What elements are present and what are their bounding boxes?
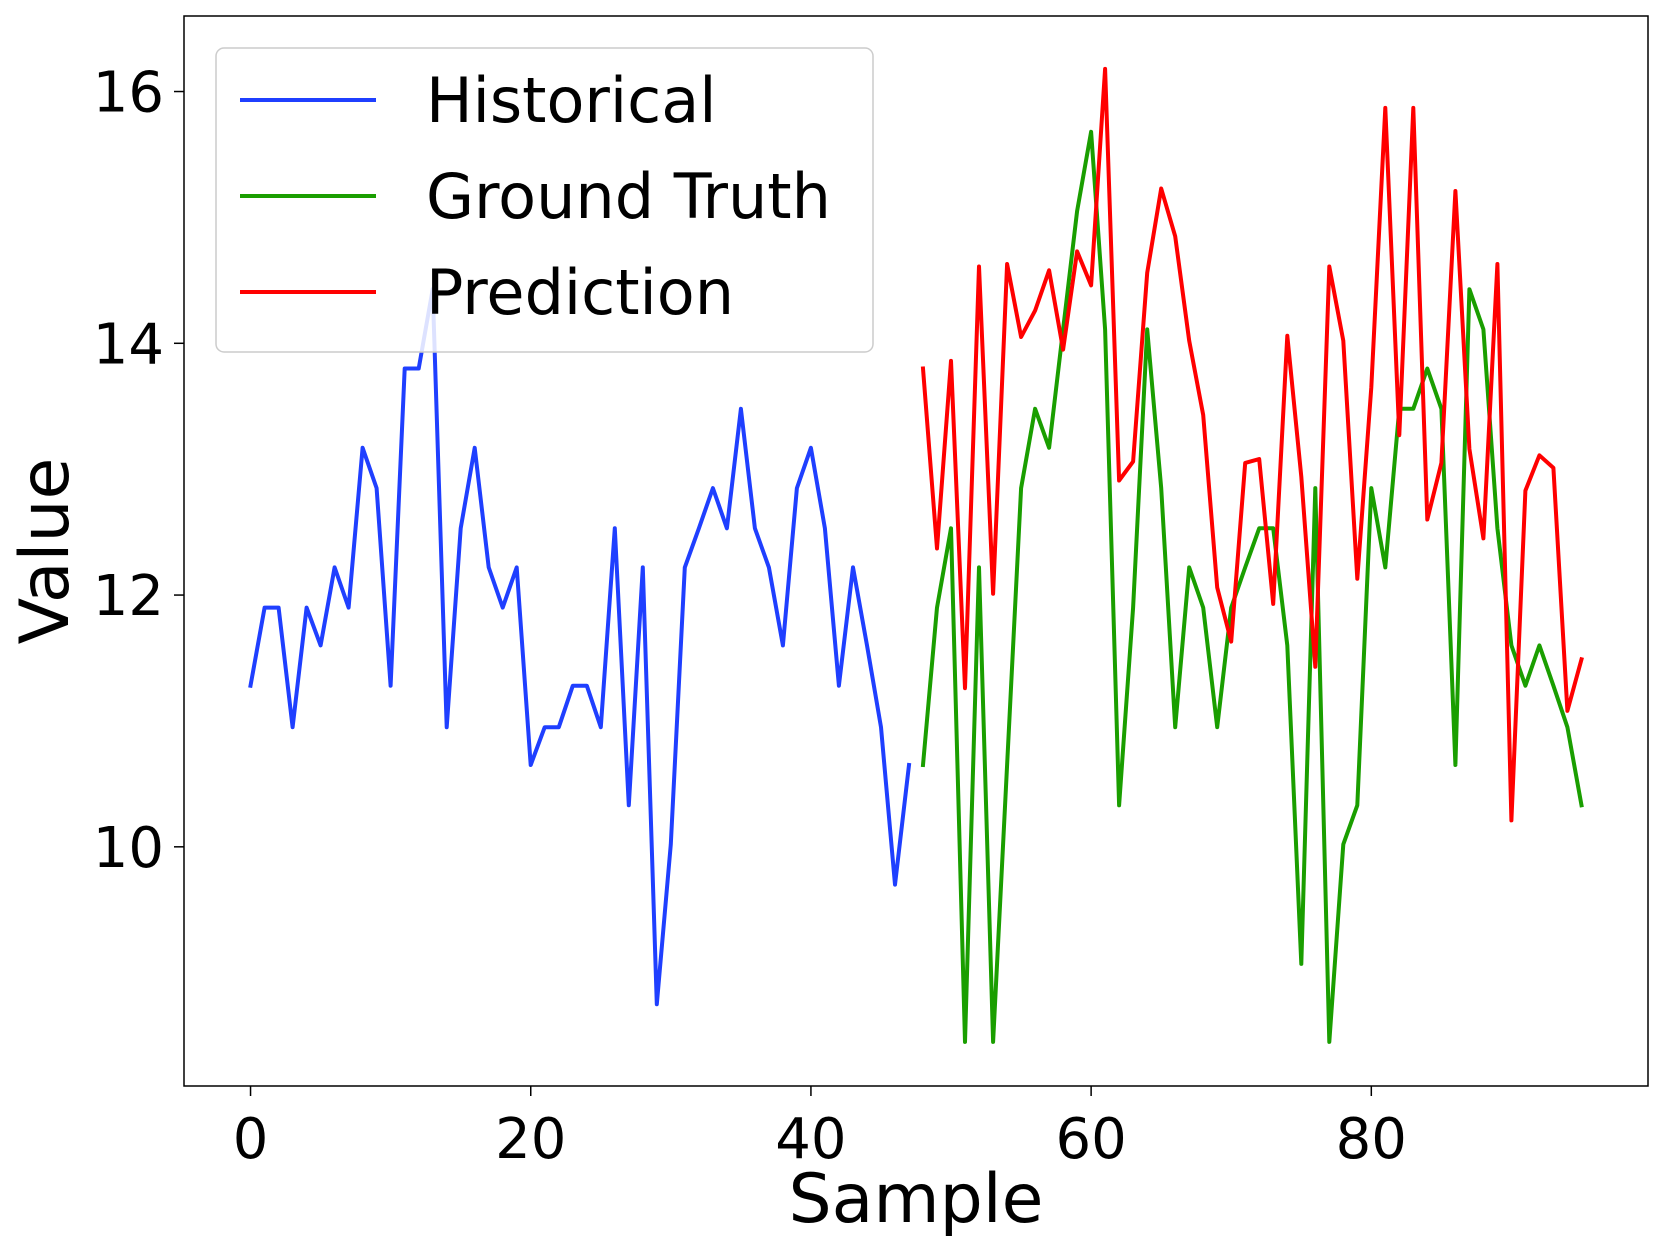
legend-label: Prediction	[426, 256, 734, 329]
x-axis: 0 20 40 60 80	[233, 1086, 1407, 1172]
y-axis-label: Value	[6, 458, 85, 645]
legend: Historical Ground Truth Prediction	[215, 47, 874, 353]
y-tick-label: 14	[93, 312, 164, 377]
x-tick-label: 20	[495, 1107, 566, 1172]
y-tick-label: 12	[93, 564, 164, 629]
series-line-historical	[248, 287, 912, 1007]
series-layer	[248, 66, 1584, 1044]
x-tick-label: 80	[1336, 1107, 1407, 1172]
y-axis: 10 12 14 16	[93, 61, 184, 881]
series-line-ground-truth	[920, 129, 1584, 1044]
y-tick-label: 10	[93, 816, 164, 881]
x-tick-label: 40	[775, 1107, 846, 1172]
x-tick-label: 60	[1055, 1107, 1126, 1172]
series-line-prediction	[920, 66, 1584, 823]
plot-area-frame	[183, 15, 1649, 1087]
y-tick-label: 16	[93, 61, 164, 126]
legend-frame	[215, 47, 874, 353]
x-axis-label: Sample	[789, 1160, 1044, 1239]
legend-label: Historical	[426, 64, 716, 137]
x-tick-label: 0	[233, 1107, 269, 1172]
legend-label: Ground Truth	[426, 160, 831, 233]
